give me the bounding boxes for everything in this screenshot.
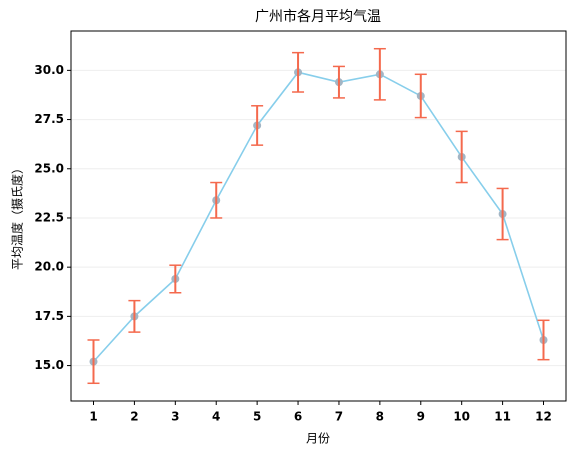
x-tick-label: 10 [453, 410, 470, 424]
x-tick-label: 7 [335, 410, 343, 424]
x-tick-label: 3 [171, 410, 179, 424]
plot-frame [70, 30, 567, 402]
y-tick-label: 22.5 [34, 210, 64, 224]
x-tick-label: 1 [89, 410, 97, 424]
x-tick-label: 6 [294, 410, 302, 424]
x-tick-label: 4 [212, 410, 220, 424]
y-tick-label: 30.0 [34, 63, 64, 77]
x-tick-label: 5 [253, 410, 261, 424]
y-tick-label: 17.5 [34, 309, 64, 323]
y-tick-label: 25.0 [34, 161, 64, 175]
x-axis-label: 月份 [306, 432, 330, 446]
line [92, 71, 545, 363]
x-tick-label: 11 [494, 410, 511, 424]
y-tick-label: 15.0 [34, 358, 64, 372]
chart-title: 广州市各月平均气温 [255, 8, 381, 25]
x-tick-label: 2 [130, 410, 138, 424]
x-tick-label: 12 [535, 410, 552, 424]
y-tick-label: 27.5 [34, 112, 64, 126]
x-tick-label: 9 [417, 410, 425, 424]
x-tick-label: 8 [376, 410, 384, 424]
y-axis-label: 平均温度（摄氏度） [10, 162, 25, 270]
y-tick-label: 20.0 [34, 260, 64, 274]
